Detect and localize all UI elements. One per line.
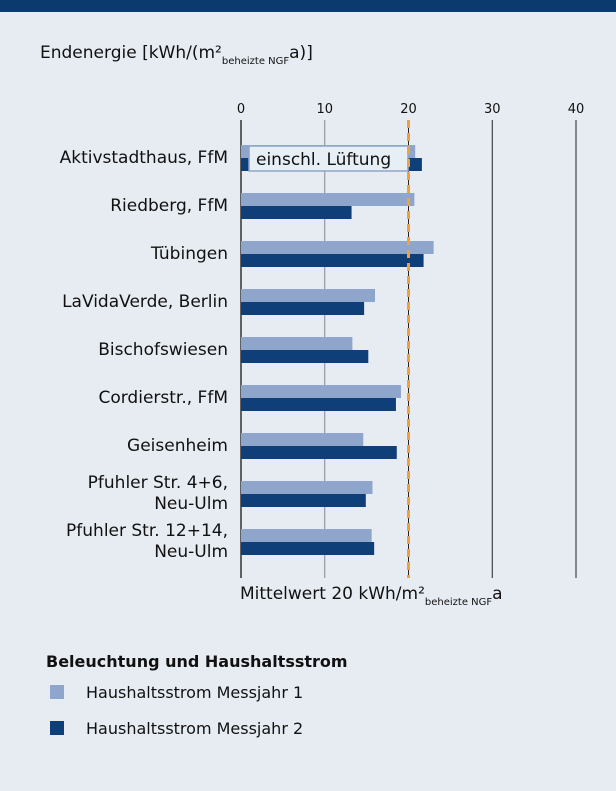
bar — [241, 350, 369, 363]
bar-annotation: einschl. Lüftung — [256, 150, 391, 170]
legend-label: Haushaltsstrom Messjahr 2 — [86, 719, 303, 738]
category-label: Geisenheim — [127, 435, 228, 456]
x-tick-label: 10 — [316, 102, 333, 117]
bar — [241, 337, 353, 350]
bar — [241, 481, 373, 494]
category-label: Tübingen — [150, 243, 228, 264]
x-tick-label: 30 — [484, 102, 501, 117]
bar — [241, 398, 396, 411]
bar — [241, 542, 375, 555]
bar — [241, 193, 415, 206]
reference-label-end: a — [492, 584, 502, 604]
category-label: Riedberg, FfM — [110, 195, 228, 216]
bar — [241, 433, 364, 446]
category-label: Aktivstadthaus, FfM — [59, 147, 228, 168]
header-band — [0, 0, 616, 12]
x-tick-label: 40 — [568, 102, 585, 117]
axis-label: Endenergie [kWh/(m²beheizte NGFa)] — [40, 43, 313, 67]
bar — [241, 254, 424, 267]
bar — [241, 385, 401, 398]
legend-swatch — [50, 685, 64, 699]
reference-label-main: Mittelwert 20 kWh/m² — [240, 584, 425, 604]
bar — [241, 206, 352, 219]
bar — [241, 529, 372, 542]
category-label: Cordierstr., FfM — [98, 387, 228, 408]
reference-label: Mittelwert 20 kWh/m²beheizte NGFa — [240, 584, 503, 608]
bar — [241, 446, 397, 459]
legend-label: Haushaltsstrom Messjahr 1 — [86, 683, 303, 702]
x-tick-label: 0 — [237, 102, 245, 117]
axis-label-main: Endenergie [kWh/(m² — [40, 43, 222, 63]
bar — [241, 289, 375, 302]
bar — [241, 494, 366, 507]
x-tick-label: 20 — [400, 102, 417, 117]
category-label: Pfuhler Str. 4+6, Neu-Ulm — [87, 473, 228, 514]
legend-swatch — [50, 721, 64, 735]
annotation-box — [248, 145, 409, 172]
bar — [241, 302, 365, 315]
reference-label-sub: beheizte NGF — [425, 597, 492, 608]
axis-label-sub: beheizte NGF — [222, 56, 289, 67]
bar — [241, 241, 434, 254]
category-label: Pfuhler Str. 12+14, Neu-Ulm — [66, 521, 228, 562]
category-label: LaVidaVerde, Berlin — [62, 291, 228, 312]
legend-title: Beleuchtung und Haushaltsstrom — [46, 652, 348, 671]
axis-label-end: a)] — [289, 43, 313, 63]
category-label: Bischofswiesen — [98, 339, 228, 360]
